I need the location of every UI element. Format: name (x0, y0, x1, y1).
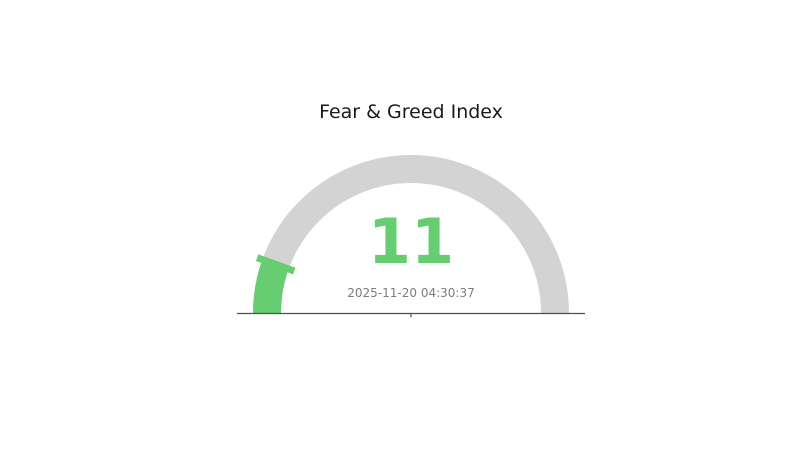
gauge-value-arc (253, 259, 289, 314)
gauge-track-arc (253, 155, 569, 314)
chart-title: Fear & Greed Index (319, 101, 503, 123)
gauge-timestamp: 2025-11-20 04:30:37 (347, 286, 475, 300)
gauge-needle-marker (255, 254, 296, 275)
gauge-value: 11 (367, 205, 455, 278)
